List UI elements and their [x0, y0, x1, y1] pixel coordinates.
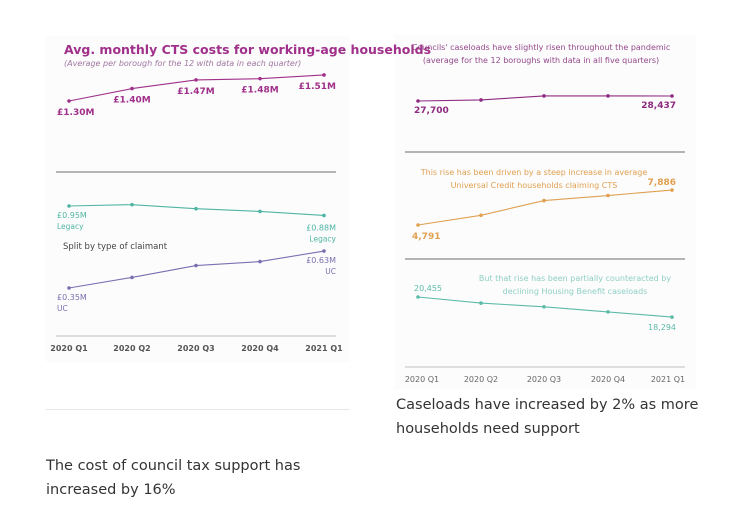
- left-legacy-data-label: £0.95M: [57, 211, 87, 220]
- right-caseload-point: [542, 94, 546, 98]
- right-uc-point: [479, 213, 483, 218]
- left-total-point: [130, 86, 134, 91]
- uc-title: This rise has been driven by a steep inc…: [399, 166, 669, 192]
- left-legacy-point: [194, 206, 198, 211]
- left-total-point: [258, 76, 262, 81]
- left-x-tick-label: 2021 Q1: [305, 344, 343, 353]
- left-chart-subtitle: (Average per borough for the 12 with dat…: [64, 59, 302, 68]
- left-uc-data-label: £0.63M: [306, 256, 336, 265]
- left-uc-data-label: £0.35M: [57, 293, 87, 302]
- left-legacy-point: [67, 204, 71, 208]
- right-hb-point: [416, 295, 420, 299]
- left-x-tick-label: 2020 Q2: [113, 344, 150, 353]
- right-uc-data-label: 4,791: [412, 232, 440, 242]
- left-legacy-series-name: Legacy: [309, 234, 336, 243]
- left-x-tick-label: 2020 Q1: [50, 344, 88, 353]
- left-total-data-label: £1.40M: [113, 96, 150, 106]
- caseloads-chart: [394, 34, 696, 390]
- right-hb-data-label: 20,455: [414, 284, 442, 293]
- right-caseload-point: [416, 99, 420, 103]
- left-caption: The cost of council tax support has incr…: [46, 458, 301, 498]
- left-uc-point: [130, 275, 134, 280]
- right-x-tick-label: 2020 Q2: [464, 375, 498, 384]
- right-x-tick-label: 2020 Q1: [405, 375, 439, 384]
- right-uc-point: [670, 188, 674, 192]
- left-uc-point: [322, 249, 326, 253]
- right-uc-point: [542, 198, 546, 203]
- caption-divider: [46, 409, 350, 410]
- left-legacy-point: [258, 209, 262, 214]
- right-x-tick-label: 2020 Q3: [527, 375, 561, 384]
- right-uc-line: [417, 189, 673, 226]
- left-uc-line: [68, 250, 325, 289]
- left-legacy-series-name: Legacy: [57, 222, 84, 231]
- right-uc-data-label: 7,886: [648, 178, 676, 188]
- caseload-title: Councils' caseloads have slightly risen …: [391, 41, 691, 67]
- left-uc-series-name: UC: [325, 267, 336, 276]
- right-caption: Caseloads have increased by 2% as more h…: [396, 397, 699, 437]
- right-caseload-point: [479, 98, 483, 102]
- uc-subtitle: Universal Credit households claiming CTS: [450, 181, 618, 190]
- left-x-tick-label: 2020 Q3: [177, 344, 214, 353]
- right-caseload-data-label: 27,700: [414, 106, 449, 116]
- hb-subtitle: declining Housing Benefit caseloads: [502, 287, 648, 296]
- left-legacy-point: [322, 213, 326, 218]
- left-total-data-label: £1.47M: [177, 87, 214, 97]
- hb-title-line1: But that rise has been partially counter…: [478, 274, 672, 283]
- left-uc-series-name: UC: [57, 304, 68, 313]
- left-total-data-label: £1.30M: [57, 108, 94, 118]
- left-chart-title: Avg. monthly CTS costs for working-age h…: [64, 42, 432, 57]
- uc-title-line1: This rise has been driven by a steep inc…: [420, 168, 648, 177]
- left-total-point: [67, 99, 71, 103]
- caseload-title-line1: Councils' caseloads have slightly risen …: [411, 43, 671, 52]
- left-total-data-label: £1.51M: [299, 82, 336, 92]
- left-x-tick-label: 2020 Q4: [241, 344, 279, 353]
- right-caseload-point: [606, 94, 610, 98]
- right-x-tick-label: 2020 Q4: [591, 375, 625, 384]
- right-hb-point: [542, 305, 546, 309]
- left-uc-point: [67, 286, 71, 290]
- left-legacy-data-label: £0.88M: [306, 223, 336, 232]
- left-total-data-label: £1.48M: [241, 86, 278, 96]
- right-hb-point: [606, 310, 610, 314]
- right-uc-point: [606, 193, 610, 198]
- left-total-point: [194, 78, 198, 82]
- left-legacy-point: [130, 202, 134, 207]
- right-caseload-data-label: 28,437: [641, 101, 676, 111]
- caseload-subtitle: (average for the 12 boroughs with data i…: [422, 56, 660, 65]
- left-uc-point: [194, 263, 198, 268]
- left-total-point: [322, 73, 326, 77]
- right-uc-point: [416, 223, 420, 227]
- right-hb-data-label: 18,294: [648, 323, 676, 332]
- left-uc-point: [258, 259, 262, 264]
- right-x-tick-label: 2021 Q1: [651, 375, 685, 384]
- right-hb-point: [670, 315, 674, 319]
- cts-costs-chart: [46, 36, 350, 362]
- right-hb-point: [479, 301, 483, 305]
- hb-title: But that rise has been partially counter…: [458, 272, 692, 298]
- split-annotation: Split by type of claimant: [63, 242, 168, 252]
- right-caseload-point: [670, 94, 674, 98]
